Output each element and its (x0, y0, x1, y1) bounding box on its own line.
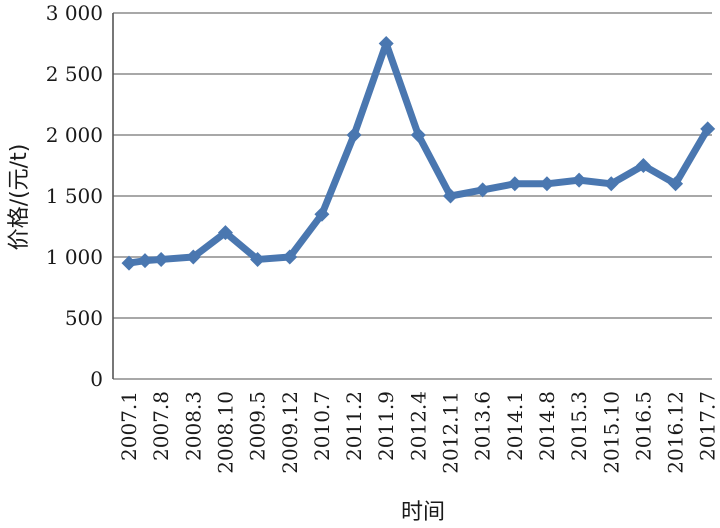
data-point-marker (668, 176, 684, 192)
x-tick-label: 2012.4 (406, 391, 430, 461)
x-tick-label: 2016.12 (664, 391, 688, 474)
data-point-marker (475, 182, 491, 198)
data-point-marker (217, 225, 233, 241)
y-tick-label: 3 000 (46, 1, 103, 25)
price-series (121, 36, 716, 271)
series-line (125, 40, 712, 267)
x-tick-label: 2013.6 (471, 391, 495, 461)
data-point-marker (507, 176, 523, 192)
x-tick-label: 2016.5 (631, 391, 655, 461)
y-tick-label: 0 (90, 367, 103, 391)
x-tick-label: 2012.11 (439, 391, 463, 474)
data-point-marker (282, 249, 298, 265)
x-tick-label: 2015.3 (567, 391, 591, 461)
x-tick-label: 2009.5 (246, 391, 270, 461)
data-point-marker (700, 121, 716, 137)
y-tick-label: 1 000 (46, 245, 103, 269)
x-tick-label: 2008.3 (181, 391, 205, 461)
data-point-marker (603, 176, 619, 192)
data-point-marker (378, 36, 394, 51)
x-axis-tick-labels: 2007.1 2007.8 2008.3 2008.10 2009.5 2009.12 20… (117, 391, 720, 474)
data-point-marker (250, 251, 266, 267)
y-tick-label: 2 000 (46, 123, 103, 147)
data-point-marker (635, 158, 651, 173)
y-tick-label: 500 (65, 306, 103, 330)
y-axis-title: 价格/(元/t) (7, 144, 32, 251)
data-point-marker (443, 188, 458, 204)
data-point-marker (571, 172, 587, 188)
y-tick-label: 2 500 (46, 62, 103, 86)
x-axis-title: 时间 (401, 500, 445, 525)
x-tick-label: 2010.7 (310, 391, 334, 461)
data-point-marker (185, 249, 201, 265)
x-tick-label: 2011.2 (342, 391, 366, 461)
x-tick-label: 2014.8 (535, 391, 559, 461)
data-point-marker (314, 206, 330, 222)
grid-lines (113, 12, 712, 380)
x-tick-label: 2015.10 (599, 391, 623, 474)
data-point-marker (410, 127, 426, 143)
y-tick-label: 1 500 (46, 184, 103, 208)
data-point-marker (346, 127, 362, 143)
x-tick-label: 2014.1 (503, 391, 527, 461)
x-tick-label: 2017.7 (696, 391, 720, 461)
data-point-marker (121, 255, 137, 271)
x-tick-label: 2009.12 (278, 391, 302, 474)
data-point-marker (153, 251, 169, 267)
data-point-marker (539, 176, 555, 192)
x-tick-label: 2008.10 (213, 391, 237, 474)
x-tick-label: 2007.8 (149, 391, 173, 461)
y-axis-tick-labels: 0 500 1 000 1 500 2 000 2 500 3 000 (46, 1, 103, 391)
x-tick-label: 2007.1 (117, 391, 141, 461)
x-tick-label: 2011.9 (374, 391, 398, 461)
data-point-marker (137, 253, 153, 269)
